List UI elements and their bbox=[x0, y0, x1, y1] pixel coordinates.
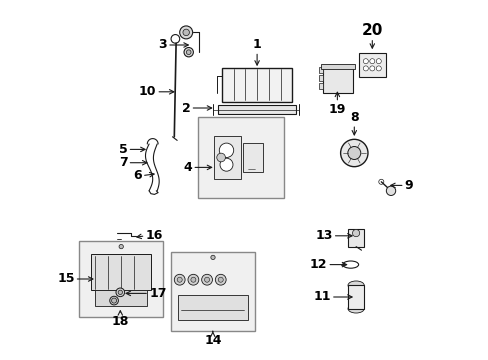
Circle shape bbox=[204, 277, 209, 282]
Bar bbox=[322, 66, 353, 93]
Bar bbox=[319, 68, 322, 73]
Circle shape bbox=[219, 143, 233, 157]
Circle shape bbox=[386, 186, 395, 195]
Circle shape bbox=[375, 66, 381, 71]
Circle shape bbox=[201, 274, 212, 285]
Circle shape bbox=[183, 29, 189, 36]
Circle shape bbox=[375, 59, 381, 64]
Circle shape bbox=[119, 244, 123, 249]
Bar bbox=[218, 105, 295, 114]
Bar bbox=[242, 143, 262, 172]
Circle shape bbox=[116, 288, 124, 297]
Ellipse shape bbox=[347, 304, 364, 313]
Bar bbox=[178, 295, 247, 320]
Bar bbox=[222, 68, 292, 102]
Circle shape bbox=[109, 296, 118, 305]
Circle shape bbox=[179, 26, 192, 39]
Bar bbox=[319, 75, 322, 81]
Text: 2: 2 bbox=[182, 102, 190, 114]
Text: 19: 19 bbox=[328, 103, 346, 116]
Circle shape bbox=[118, 290, 122, 294]
Circle shape bbox=[363, 66, 367, 71]
Bar bbox=[95, 290, 147, 306]
Text: 14: 14 bbox=[203, 334, 221, 347]
Text: 5: 5 bbox=[119, 143, 127, 156]
Bar bbox=[79, 241, 163, 317]
Text: 1: 1 bbox=[252, 39, 261, 51]
Text: 18: 18 bbox=[111, 315, 129, 328]
Circle shape bbox=[215, 274, 225, 285]
Circle shape bbox=[347, 147, 360, 159]
Text: 8: 8 bbox=[349, 111, 358, 124]
Text: 9: 9 bbox=[404, 179, 412, 192]
Circle shape bbox=[210, 255, 215, 260]
Circle shape bbox=[340, 139, 367, 167]
Circle shape bbox=[220, 158, 232, 171]
Bar bbox=[197, 117, 284, 198]
Circle shape bbox=[216, 153, 225, 162]
Circle shape bbox=[174, 274, 185, 285]
Bar bbox=[320, 64, 354, 69]
Text: 6: 6 bbox=[133, 169, 142, 182]
Circle shape bbox=[218, 277, 223, 282]
Bar bbox=[91, 254, 151, 290]
Circle shape bbox=[187, 274, 199, 285]
Text: 4: 4 bbox=[183, 161, 192, 174]
Circle shape bbox=[111, 298, 116, 303]
Bar bbox=[213, 136, 241, 179]
Text: 12: 12 bbox=[309, 258, 326, 271]
Ellipse shape bbox=[347, 281, 364, 289]
Bar bbox=[319, 83, 322, 89]
Bar bbox=[347, 285, 364, 309]
Bar bbox=[358, 53, 385, 77]
Text: 13: 13 bbox=[315, 229, 332, 242]
Circle shape bbox=[183, 48, 193, 57]
Circle shape bbox=[186, 50, 191, 54]
Bar bbox=[170, 252, 255, 331]
Text: 11: 11 bbox=[313, 291, 330, 303]
Circle shape bbox=[369, 59, 374, 64]
Text: 10: 10 bbox=[139, 85, 156, 98]
Text: 7: 7 bbox=[119, 156, 127, 169]
Circle shape bbox=[363, 59, 367, 64]
Circle shape bbox=[177, 277, 182, 282]
Text: 17: 17 bbox=[149, 287, 166, 300]
Text: 16: 16 bbox=[145, 229, 163, 242]
Text: 15: 15 bbox=[57, 273, 75, 285]
Text: 3: 3 bbox=[158, 39, 167, 51]
Circle shape bbox=[369, 66, 374, 71]
Bar bbox=[347, 229, 364, 247]
Ellipse shape bbox=[244, 161, 259, 172]
Circle shape bbox=[352, 230, 359, 237]
Circle shape bbox=[190, 277, 196, 282]
Text: 20: 20 bbox=[361, 23, 382, 38]
